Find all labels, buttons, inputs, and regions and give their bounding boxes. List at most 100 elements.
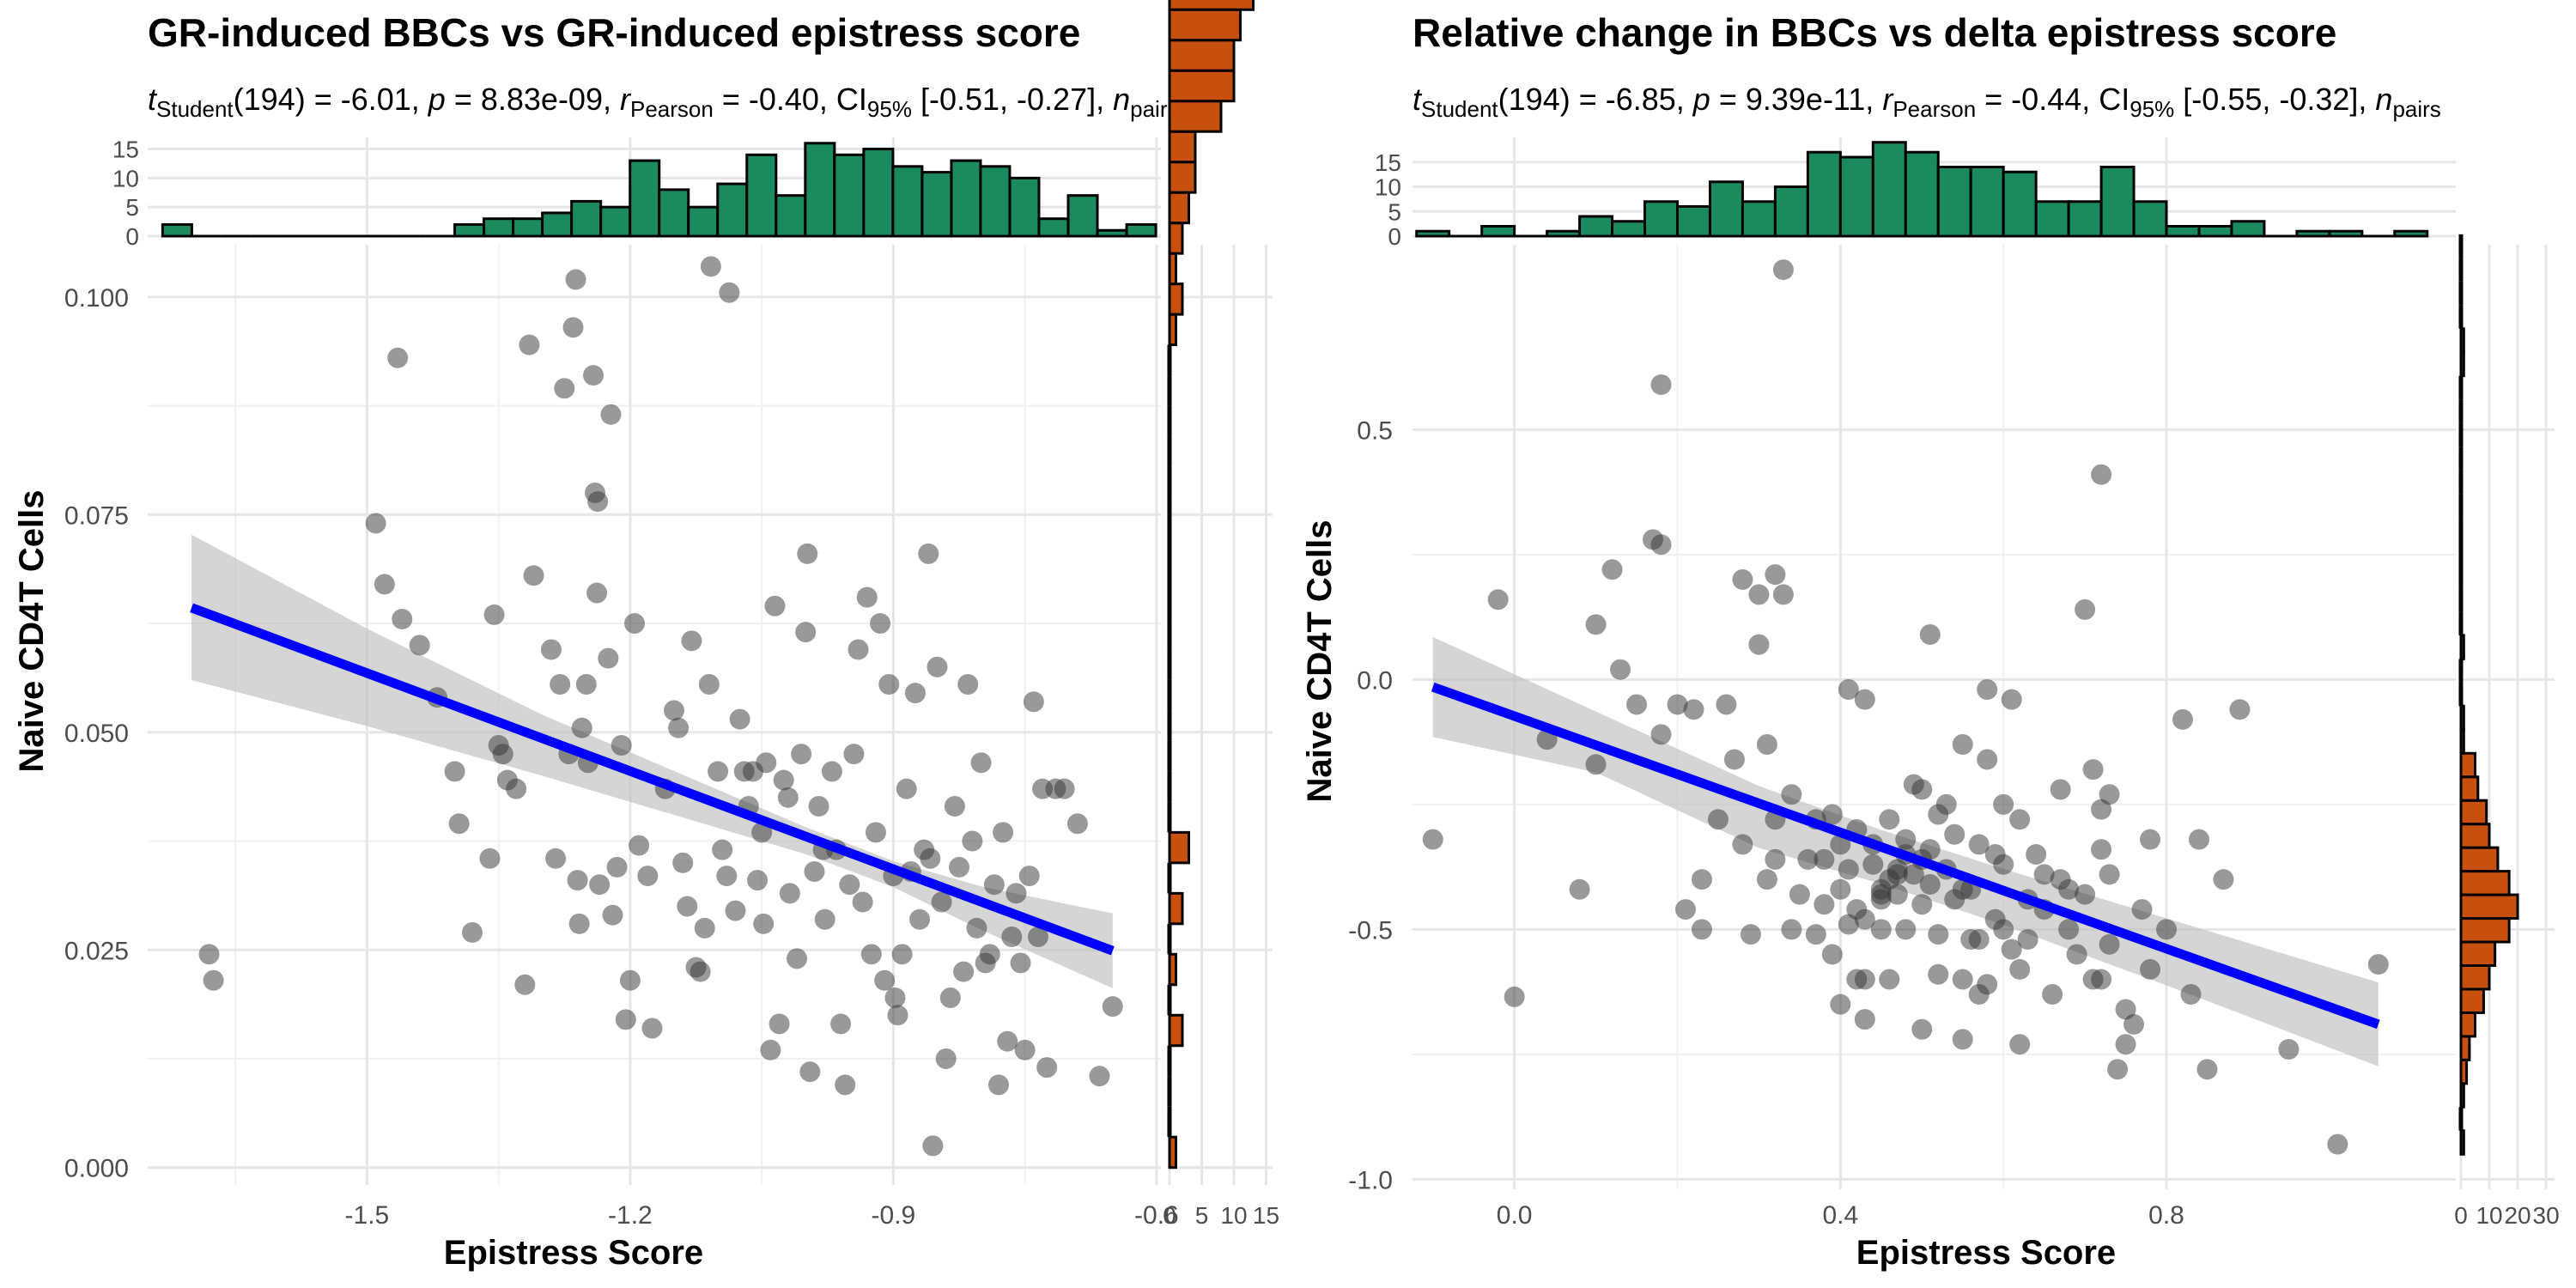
- left-x-axis-title: Epistress Score: [444, 1234, 703, 1272]
- left-data-point: [799, 1061, 821, 1083]
- left-data-point: [993, 822, 1014, 843]
- left-data-point: [571, 717, 592, 738]
- left-data-point: [729, 708, 750, 730]
- right-stat-t-sub: Student: [1421, 96, 1498, 122]
- right-y-tick-label: 0.0: [1357, 666, 1393, 695]
- right-data-point: [2107, 1059, 2129, 1080]
- right-data-point: [1805, 924, 1826, 945]
- left-data-point: [624, 613, 646, 635]
- left-side-hist-tick-label: 0: [1163, 1202, 1176, 1229]
- right-data-point: [2367, 954, 2389, 975]
- left-side-hist-bar: [1168, 0, 1255, 11]
- right-data-point: [2001, 689, 2022, 710]
- right-data-point: [1854, 969, 1875, 990]
- right-data-point: [2009, 809, 2031, 830]
- left-data-point: [1054, 778, 1075, 799]
- left-side-hist-bar: [1168, 891, 1184, 926]
- right-data-point: [1756, 869, 1777, 890]
- left-data-point: [843, 744, 865, 765]
- right-data-point: [1870, 919, 1892, 940]
- left-stat-t-value: (194) = -6.01,: [234, 82, 428, 117]
- left-panel-title: GR-induced BBCs vs GR-induced epistress …: [148, 10, 1080, 55]
- right-side-hist-bar: [2459, 917, 2511, 944]
- right-data-point: [2009, 958, 2031, 980]
- left-stat-t-label: t: [148, 82, 158, 117]
- left-data-point: [1023, 691, 1044, 713]
- left-data-point: [865, 822, 886, 843]
- right-data-point: [1748, 584, 1770, 605]
- left-side-hist-bar: [1168, 313, 1177, 347]
- right-top-hist-bar: [2067, 200, 2103, 238]
- right-data-point: [1707, 809, 1728, 830]
- left-data-point: [1014, 1039, 1036, 1060]
- right-stat-p-value: = 9.39e-11,: [1710, 82, 1882, 117]
- left-top-hist-bar: [161, 222, 193, 238]
- right-data-point: [2180, 984, 2202, 1005]
- right-data-point: [2091, 969, 2112, 990]
- right-data-point: [1952, 1029, 1973, 1050]
- right-y-tick-label: -1.0: [1348, 1166, 1393, 1194]
- right-data-point: [1830, 834, 1851, 855]
- right-data-point: [1968, 834, 1990, 855]
- right-data-point: [1952, 969, 1973, 990]
- left-data-point: [719, 282, 740, 303]
- left-data-point: [769, 1013, 790, 1035]
- left-top-hist-bar: [891, 165, 924, 238]
- left-side-hist-bar: [1168, 191, 1190, 225]
- right-top-hist-bar: [1675, 205, 1711, 238]
- right-data-point: [1667, 694, 1688, 715]
- right-side-hist-tick-label: 0: [2454, 1202, 2468, 1229]
- right-data-point: [2042, 984, 2063, 1005]
- left-top-hist-bar: [512, 217, 544, 238]
- left-data-point: [979, 944, 1000, 965]
- left-y-tick-label: 0.025: [64, 937, 129, 965]
- right-side-hist-bar: [2459, 327, 2465, 354]
- left-data-point: [962, 830, 983, 852]
- left-top-hist-bar: [687, 205, 720, 238]
- left-side-hist-bar: [1168, 252, 1177, 286]
- right-side-hist-tick-label: 10: [2476, 1202, 2502, 1229]
- left-top-hist-bar: [1125, 222, 1157, 238]
- left-data-point: [698, 674, 720, 696]
- right-data-point: [2099, 864, 2120, 885]
- left-data-point: [904, 683, 926, 704]
- left-data-point: [777, 787, 799, 808]
- left-side-hist-bar: [1168, 952, 1177, 987]
- left-stat-t-sub: Student: [156, 96, 234, 122]
- right-stat-r-label: r: [1882, 82, 1894, 117]
- left-data-point: [957, 674, 979, 696]
- right-side-hist-bar: [2459, 1011, 2477, 1038]
- left-data-point: [611, 734, 632, 756]
- right-data-point: [1650, 724, 1672, 745]
- left-top-hist-bar: [950, 159, 982, 238]
- left-data-point: [920, 848, 941, 869]
- right-data-point: [2075, 884, 2096, 905]
- right-top-hist-bar: [2099, 166, 2136, 238]
- right-data-point: [1748, 634, 1770, 655]
- left-data-point: [567, 870, 588, 891]
- right-data-point: [1674, 899, 1696, 920]
- right-data-point: [1821, 944, 1843, 965]
- right-data-point: [1422, 829, 1443, 850]
- left-data-point: [927, 656, 948, 677]
- right-data-point: [1732, 568, 1753, 590]
- left-data-point: [198, 944, 220, 965]
- right-data-point: [2188, 829, 2209, 850]
- left-data-point: [884, 987, 906, 1009]
- right-data-point: [1781, 784, 1802, 805]
- left-data-point: [797, 543, 818, 564]
- left-data-point: [694, 917, 715, 939]
- left-data-point: [598, 647, 619, 669]
- right-data-point: [2066, 944, 2087, 965]
- right-data-point: [1814, 848, 1835, 870]
- right-top-hist-tick-label: 15: [1375, 149, 1401, 176]
- left-data-point: [479, 848, 501, 869]
- left-data-point: [848, 639, 869, 660]
- left-data-point: [874, 969, 896, 991]
- left-data-point: [483, 604, 505, 625]
- left-data-point: [392, 608, 413, 629]
- left-top-hist-bar: [570, 199, 603, 238]
- left-data-point: [575, 674, 597, 696]
- right-stat-ci-sub: 95%: [2129, 96, 2174, 122]
- left-top-hist-bar: [541, 211, 574, 238]
